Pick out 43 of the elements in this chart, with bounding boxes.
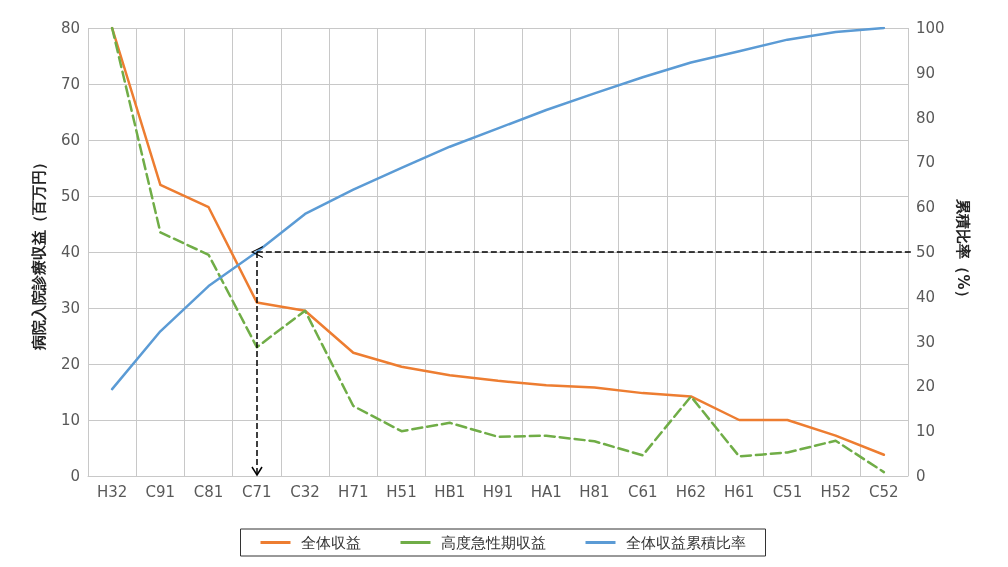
x-tick-label: C51 bbox=[772, 482, 803, 501]
y2-axis-title: 累積比率（%） bbox=[954, 198, 973, 305]
y2-tick-label: 70 bbox=[916, 153, 936, 172]
x-tick-label: H81 bbox=[579, 482, 610, 501]
x-tick-label: H71 bbox=[338, 482, 369, 501]
x-tick-label: H52 bbox=[820, 482, 851, 501]
y2-tick-label: 100 bbox=[916, 19, 945, 37]
y-axis-title: 病院入院診療収益（百万円） bbox=[29, 154, 48, 351]
x-tick-label: H51 bbox=[386, 482, 417, 501]
y2-tick-label: 20 bbox=[916, 377, 936, 396]
y2-tick-label: 10 bbox=[916, 422, 936, 441]
x-tick-label: H62 bbox=[675, 482, 707, 501]
x-tick-label: H61 bbox=[723, 482, 755, 501]
line-series bbox=[110, 26, 886, 391]
x-tick-label: H91 bbox=[482, 482, 514, 501]
y-tick-label: 60 bbox=[60, 131, 80, 149]
y2-tick-label: 30 bbox=[916, 332, 936, 351]
y2-tick-label: 80 bbox=[916, 108, 936, 127]
y-tick-label: 70 bbox=[60, 75, 80, 93]
y2-tick-label: 60 bbox=[916, 198, 936, 217]
y2-tick-label: 0 bbox=[916, 467, 926, 485]
y2-tick-label: 40 bbox=[916, 287, 936, 306]
y-tick-label: 30 bbox=[60, 299, 80, 317]
y-tick-label: 50 bbox=[60, 187, 80, 205]
x-tick-label: C61 bbox=[627, 482, 658, 501]
legend-label: 全体収益累積比率 bbox=[625, 533, 746, 552]
x-tick-label: C52 bbox=[869, 482, 899, 501]
y-tick-label: 80 bbox=[60, 19, 80, 37]
x-tick-label: C81 bbox=[193, 482, 224, 501]
x-tick-label: C91 bbox=[145, 482, 176, 501]
y-tick-label: 40 bbox=[60, 243, 80, 261]
y2-tick-label: 90 bbox=[916, 63, 936, 82]
y-tick-label: 20 bbox=[60, 355, 80, 373]
legend-label: 全体収益 bbox=[300, 533, 361, 552]
legend-label: 高度急性期収益 bbox=[440, 533, 546, 552]
x-tick-label: HB1 bbox=[434, 482, 466, 501]
x-tick-label: HA1 bbox=[530, 482, 562, 501]
x-tick-label: C32 bbox=[290, 482, 320, 501]
y-tick-label: 10 bbox=[60, 411, 80, 429]
x-tick-label: H32 bbox=[96, 482, 128, 501]
x-tick-label: C71 bbox=[242, 482, 272, 501]
y-tick-label: 0 bbox=[70, 467, 80, 485]
y2-tick-label: 50 bbox=[916, 243, 936, 261]
